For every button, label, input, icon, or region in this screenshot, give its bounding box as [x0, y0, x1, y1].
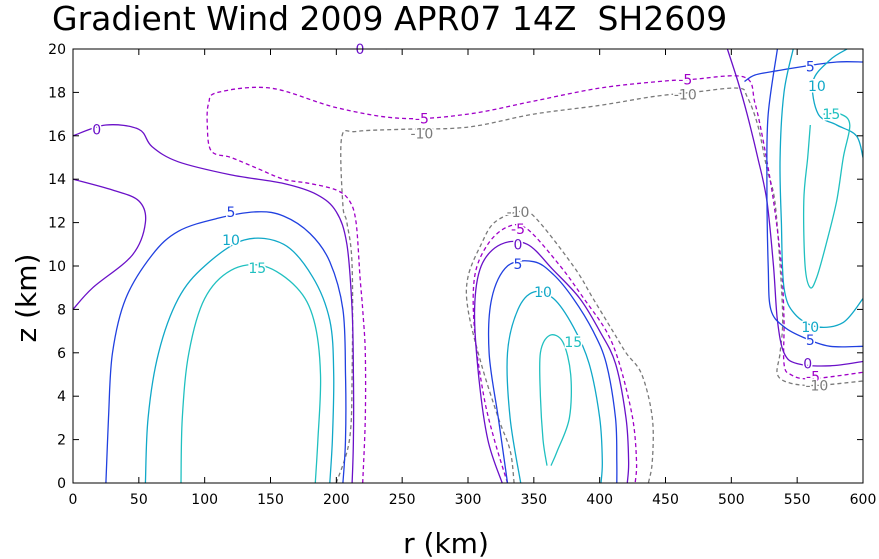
y-tick-label-4: 8 [57, 302, 66, 318]
x-tick-label-7: 350 [520, 492, 547, 508]
contour-line-10-16 [811, 49, 863, 158]
x-tick-label-6: 300 [455, 492, 482, 508]
contour-label-16: 10 [808, 79, 826, 95]
contour-label-15: 5 [806, 59, 815, 75]
contour-line-neg5-3 [472, 223, 638, 483]
contour-labels: 00-5-10-5-1051015-10-5051015510151050-5-… [91, 41, 842, 396]
x-tick-label-12: 600 [850, 492, 877, 508]
contour-line-0-5 [73, 124, 355, 483]
x-tick-label-8: 400 [586, 492, 613, 508]
contour-line-5-12 [766, 49, 863, 348]
x-tick-label-3: 150 [257, 492, 284, 508]
contour-label-2: -5 [678, 72, 692, 88]
x-tick-label-2: 100 [191, 492, 218, 508]
x-axis-ticks: 0 50 100 150 200 250 300 350 400 450 500 550 600 [69, 49, 877, 508]
contour-label-1: 0 [356, 42, 365, 58]
y-tick-label-9: 18 [48, 85, 66, 101]
contour-label-9: -10 [507, 205, 530, 221]
y-tick-label-5: 10 [48, 259, 66, 275]
y-axis-title: z (km) [10, 254, 43, 343]
x-tick-label-11: 550 [784, 492, 811, 508]
contour-label-14: 15 [564, 335, 582, 351]
y-tick-label-10: 20 [48, 42, 66, 58]
y-tick-label-7: 14 [48, 172, 66, 188]
contour-label-6: 5 [227, 205, 236, 221]
contour-line-15-17 [180, 264, 322, 483]
contour-label-7: 10 [222, 233, 240, 249]
contour-label-0: 0 [92, 122, 101, 138]
y-axis-ticks: 0 2 4 6 8 10 12 14 16 18 20 [48, 42, 863, 492]
contour-label-22: -10 [805, 378, 828, 394]
contour-label-20: 0 [803, 357, 812, 373]
x-tick-label-1: 50 [130, 492, 148, 508]
x-tick-label-9: 450 [652, 492, 679, 508]
x-tick-label-10: 500 [718, 492, 745, 508]
y-tick-label-8: 16 [48, 129, 66, 145]
contour-line-15-18 [538, 334, 573, 466]
contour-line-5-10 [487, 260, 618, 483]
contour-label-5: -10 [410, 127, 433, 143]
contour-label-3: -10 [674, 88, 697, 104]
contour-label-11: 0 [514, 237, 523, 253]
contour-label-8: 15 [248, 261, 266, 277]
contour-line-0-7 [726, 49, 863, 367]
contour-label-21: -5 [806, 370, 820, 386]
x-tick-label-5: 250 [389, 492, 416, 508]
contour-label-17: 15 [822, 107, 840, 123]
contour-label-10: -5 [511, 222, 525, 238]
contour-line-0-4 [73, 178, 147, 310]
x-axis-title: r (km) [403, 527, 489, 559]
y-tick-label-2: 4 [57, 389, 66, 405]
contour-label-13: 10 [534, 285, 552, 301]
contour-lines [73, 49, 863, 483]
contour-line-5-11 [744, 61, 863, 83]
contour-line-10-14 [506, 290, 603, 483]
contour-line-neg5-2 [206, 75, 863, 483]
contour-line-neg10-0 [335, 87, 863, 483]
contour-label-12: 5 [514, 257, 523, 273]
contour-line-0-6 [473, 240, 630, 483]
contour-line-10-13 [144, 237, 335, 483]
contour-label-18: 10 [801, 320, 819, 336]
contour-line-5-9 [105, 211, 347, 483]
contour-line-neg10-1 [465, 209, 654, 483]
x-tick-label-0: 0 [69, 492, 78, 508]
x-tick-label-4: 200 [323, 492, 350, 508]
contour-label-4: -5 [415, 111, 429, 127]
y-tick-label-0: 0 [57, 476, 66, 492]
contour-line-15-19 [802, 112, 851, 289]
y-tick-label-6: 12 [48, 216, 66, 232]
contour-line-10-15 [779, 49, 863, 329]
chart-title: Gradient Wind 2009 APR07 14Z SH2609 [52, 0, 727, 38]
y-tick-label-1: 2 [57, 433, 66, 449]
y-tick-label-3: 6 [57, 346, 66, 362]
contour-label-19: 5 [806, 333, 815, 349]
